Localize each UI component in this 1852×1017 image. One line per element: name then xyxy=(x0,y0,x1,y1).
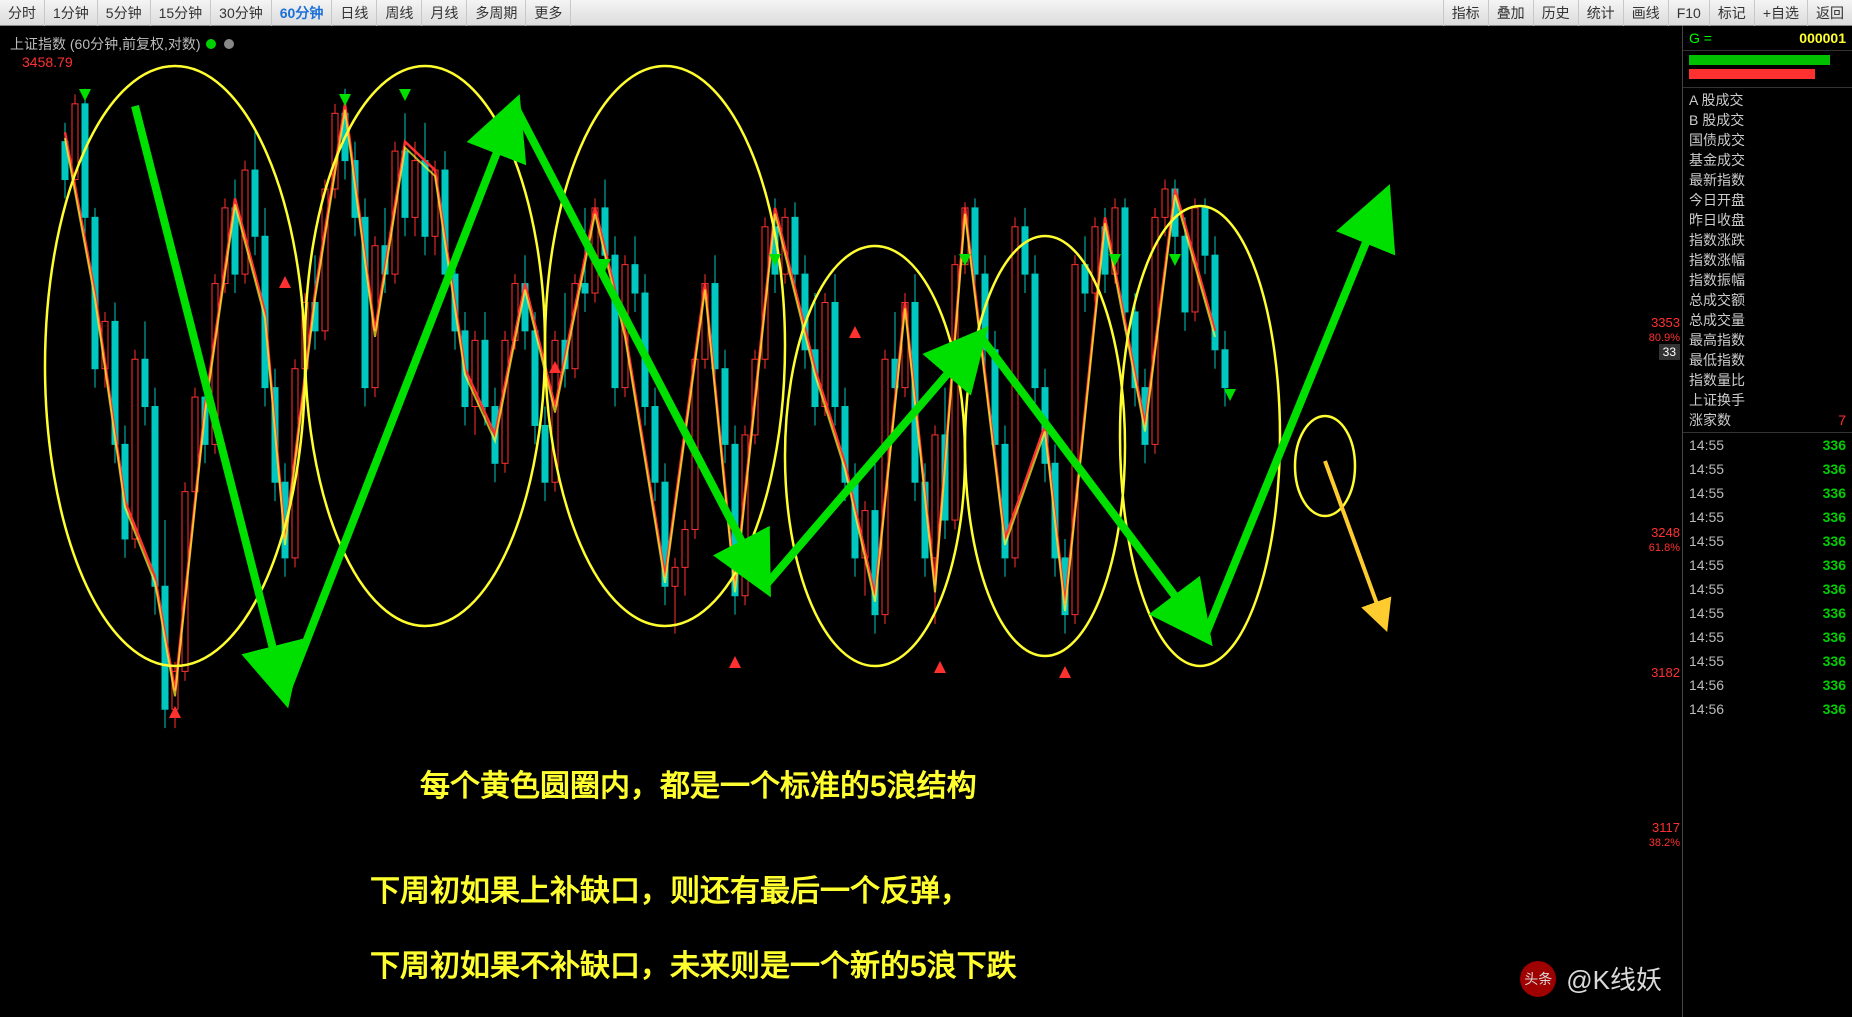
info-row: 指数量比 xyxy=(1689,370,1846,390)
annotation-text: 每个黄色圆圈内，都是一个标准的5浪结构 xyxy=(420,761,977,805)
timeframe-tab[interactable]: 多周期 xyxy=(467,0,526,26)
price-axis-label: 311738.2% xyxy=(1649,821,1680,850)
tick-row: 14:55336 xyxy=(1683,625,1852,649)
timeframe-tab[interactable]: 分时 xyxy=(0,0,45,26)
toolbar-right: 指标叠加历史统计画线F10标记+自选返回 xyxy=(1443,0,1852,26)
legend-title: 上证指数 (60分钟,前复权,对数) xyxy=(10,36,201,52)
volume-bars xyxy=(1683,51,1852,88)
toolbar-action[interactable]: 统计 xyxy=(1578,0,1623,26)
toolbar-action[interactable]: 标记 xyxy=(1709,0,1754,26)
tick-list: 14:5533614:5533614:5533614:5533614:55336… xyxy=(1683,432,1852,1017)
watermark-avatar: 头条 xyxy=(1520,961,1556,997)
tick-row: 14:55336 xyxy=(1683,601,1852,625)
stock-code: 000001 xyxy=(1799,30,1846,46)
bar-red xyxy=(1689,69,1815,79)
toolbar-action[interactable]: 指标 xyxy=(1443,0,1488,26)
info-row: 总成交量 xyxy=(1689,310,1846,330)
code-prefix: G = xyxy=(1689,30,1712,46)
toolbar-action[interactable]: 画线 xyxy=(1623,0,1668,26)
bar-green xyxy=(1689,55,1830,65)
tick-row: 14:55336 xyxy=(1683,505,1852,529)
tick-row: 14:56336 xyxy=(1683,673,1852,697)
info-row: 基金成交 xyxy=(1689,150,1846,170)
timeframe-toolbar: 分时1分钟5分钟15分钟30分钟60分钟日线周线月线多周期更多 指标叠加历史统计… xyxy=(0,0,1852,26)
info-block: A 股成交B 股成交国债成交基金成交最新指数今日开盘昨日收盘指数涨跌指数涨幅指数… xyxy=(1683,88,1852,432)
chart-legend: 上证指数 (60分钟,前复权,对数) 3458.79 xyxy=(10,34,236,70)
watermark: 头条 @K线妖 xyxy=(1520,960,1662,997)
timeframe-tab[interactable]: 更多 xyxy=(526,0,571,26)
timeframe-tab[interactable]: 15分钟 xyxy=(151,0,212,26)
toolbar-left: 分时1分钟5分钟15分钟30分钟60分钟日线周线月线多周期更多 xyxy=(0,0,571,26)
info-row: 昨日收盘 xyxy=(1689,210,1846,230)
stock-code-row: G = 000001 xyxy=(1683,26,1852,51)
annotation-text: 下周初如果不补缺口，未来则是一个新的5浪下跌 xyxy=(370,941,1017,985)
watermark-text: @K线妖 xyxy=(1566,960,1662,997)
price-axis-label: 335380.9% xyxy=(1649,316,1680,345)
price-axis-label: 3182 xyxy=(1651,666,1680,680)
current-price-box: 33 xyxy=(1659,344,1680,360)
info-row: 最新指数 xyxy=(1689,170,1846,190)
info-row: 今日开盘 xyxy=(1689,190,1846,210)
timeframe-tab[interactable]: 30分钟 xyxy=(211,0,272,26)
timeframe-tab[interactable]: 周线 xyxy=(377,0,422,26)
info-row: 指数振幅 xyxy=(1689,270,1846,290)
legend-dot-grey xyxy=(224,39,234,49)
tick-row: 14:55336 xyxy=(1683,457,1852,481)
tick-row: 14:55336 xyxy=(1683,649,1852,673)
toolbar-action[interactable]: +自选 xyxy=(1754,0,1807,26)
info-row: 国债成交 xyxy=(1689,130,1846,150)
annotation-text: 下周初如果上补缺口，则还有最后一个反弹， xyxy=(370,866,970,910)
tick-row: 14:55336 xyxy=(1683,481,1852,505)
info-row: B 股成交 xyxy=(1689,110,1846,130)
toolbar-action[interactable]: 叠加 xyxy=(1488,0,1533,26)
right-panel: G = 000001 A 股成交B 股成交国债成交基金成交最新指数今日开盘昨日收… xyxy=(1682,26,1852,1017)
info-row: 总成交额 xyxy=(1689,290,1846,310)
info-row: 指数涨幅 xyxy=(1689,250,1846,270)
timeframe-tab[interactable]: 60分钟 xyxy=(272,0,333,26)
toolbar-action[interactable]: 历史 xyxy=(1533,0,1578,26)
legend-price: 3458.79 xyxy=(22,54,73,70)
info-row: 指数涨跌 xyxy=(1689,230,1846,250)
tick-row: 14:55336 xyxy=(1683,433,1852,457)
info-row: 最低指数 xyxy=(1689,350,1846,370)
chart-area: 上证指数 (60分钟,前复权,对数) 3458.79 335380.9% 3248… xyxy=(0,26,1682,1017)
info-row: 上证换手 xyxy=(1689,390,1846,410)
info-row: A 股成交 xyxy=(1689,90,1846,110)
info-row: 最高指数 xyxy=(1689,330,1846,350)
toolbar-action[interactable]: 返回 xyxy=(1807,0,1852,26)
timeframe-tab[interactable]: 月线 xyxy=(422,0,467,26)
timeframe-tab[interactable]: 日线 xyxy=(332,0,377,26)
tick-row: 14:55336 xyxy=(1683,529,1852,553)
tick-row: 14:55336 xyxy=(1683,577,1852,601)
toolbar-action[interactable]: F10 xyxy=(1668,0,1709,26)
tick-row: 14:56336 xyxy=(1683,697,1852,721)
price-axis-label: 324861.8% xyxy=(1649,526,1680,555)
timeframe-tab[interactable]: 5分钟 xyxy=(98,0,151,26)
timeframe-tab[interactable]: 1分钟 xyxy=(45,0,98,26)
legend-dot-green xyxy=(206,39,216,49)
info-row: 涨家数7 xyxy=(1689,410,1846,430)
tick-row: 14:55336 xyxy=(1683,553,1852,577)
